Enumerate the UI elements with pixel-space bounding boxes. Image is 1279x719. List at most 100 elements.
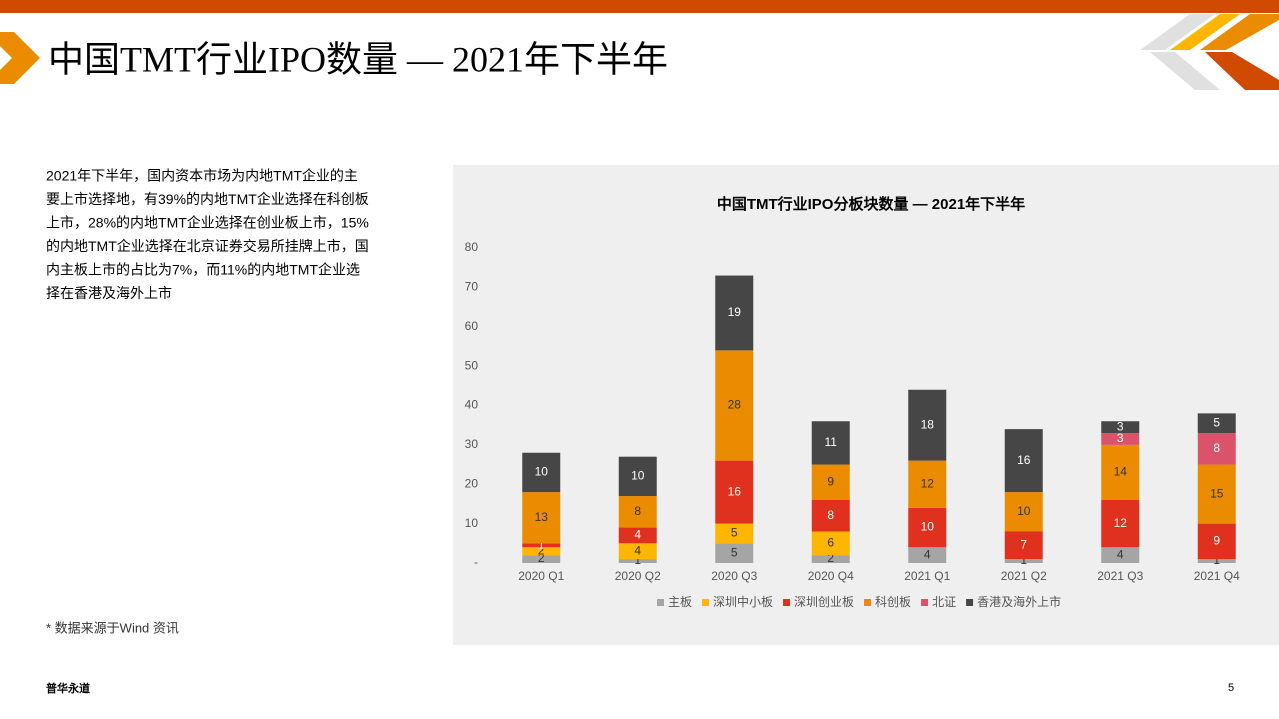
bar-segment bbox=[1197, 433, 1236, 465]
legend-swatch bbox=[966, 599, 974, 606]
body-line: 择在香港及海外上市 bbox=[46, 285, 172, 301]
bar-segment bbox=[1004, 492, 1043, 532]
bar-segment bbox=[811, 421, 850, 465]
legend-swatch bbox=[921, 599, 929, 606]
footnote: * 数据来源于Wind 资讯 bbox=[46, 620, 179, 635]
legend-swatch bbox=[702, 599, 710, 606]
data-label: 2 bbox=[538, 551, 545, 565]
footer-company: 普华永道 bbox=[46, 681, 90, 695]
data-label: 8 bbox=[634, 504, 641, 518]
bar-segment bbox=[908, 460, 947, 508]
slide-title: 中国TMT行业IPO数量 — 2021年下半年 bbox=[48, 39, 668, 79]
chart-panel bbox=[453, 165, 1279, 645]
data-label: 10 bbox=[921, 520, 935, 534]
bar-segment bbox=[1101, 433, 1140, 445]
data-label: 3 bbox=[1117, 419, 1124, 433]
x-tick-label: 2020 Q3 bbox=[711, 569, 757, 583]
data-label: 1 bbox=[634, 553, 641, 567]
data-label: 9 bbox=[827, 474, 834, 488]
bar-segment bbox=[811, 555, 850, 563]
chart-title: 中国TMT行业IPO分板块数量 — 2021年下半年 bbox=[717, 195, 1025, 213]
data-label: 1 bbox=[1020, 553, 1027, 567]
body-line: 要上市选择地，有39%的内地TMT企业选择在科创板 bbox=[46, 191, 369, 207]
bar-segment bbox=[618, 527, 657, 544]
body-line: 内主板上市的占比为7%，而11%的内地TMT企业选 bbox=[46, 262, 360, 278]
data-label: 19 bbox=[728, 305, 742, 319]
bar-segment bbox=[522, 555, 561, 563]
data-label: 10 bbox=[1017, 504, 1031, 518]
bar-segment bbox=[811, 464, 850, 500]
bar-segment bbox=[908, 547, 947, 563]
bar-segment bbox=[908, 507, 947, 548]
bar-segment bbox=[522, 547, 561, 556]
data-label: 4 bbox=[924, 547, 931, 561]
data-label: 2 bbox=[827, 551, 834, 565]
legend-swatch bbox=[783, 599, 791, 606]
y-tick-label: 70 bbox=[465, 280, 479, 294]
x-tick-label: 2021 Q2 bbox=[1001, 569, 1047, 583]
data-label: 14 bbox=[1114, 465, 1128, 479]
legend-swatch bbox=[864, 599, 872, 606]
data-label: 12 bbox=[921, 476, 935, 490]
data-label: 4 bbox=[634, 528, 641, 542]
legend-swatch bbox=[657, 599, 664, 606]
y-tick-label: - bbox=[474, 555, 478, 569]
data-label: 16 bbox=[1017, 453, 1031, 467]
legend-label: 主板 bbox=[668, 595, 692, 609]
data-label: 5 bbox=[731, 545, 738, 559]
bar-segment bbox=[618, 543, 657, 560]
data-label: 5 bbox=[1213, 415, 1220, 429]
data-label: 8 bbox=[1213, 441, 1220, 455]
bar-segment bbox=[1101, 444, 1140, 500]
body-line: 上市，28%的内地TMT企业选择在创业板上市，15% bbox=[46, 215, 369, 231]
deco-right bbox=[1205, 52, 1279, 90]
x-tick-label: 2021 Q4 bbox=[1194, 569, 1240, 583]
legend-label: 科创板 bbox=[875, 595, 911, 609]
bar-segment bbox=[1101, 421, 1140, 434]
data-label: 12 bbox=[1114, 516, 1128, 530]
bar-segment bbox=[811, 500, 850, 532]
bar-segment bbox=[1197, 559, 1236, 563]
bar-segment bbox=[715, 275, 754, 351]
data-label: 5 bbox=[731, 526, 738, 540]
bar-segment bbox=[715, 350, 754, 461]
bar-segment bbox=[1101, 500, 1140, 548]
data-label: 10 bbox=[535, 465, 549, 479]
deco-right bbox=[1150, 52, 1220, 90]
data-label: 7 bbox=[1020, 537, 1027, 551]
bar-segment bbox=[908, 389, 947, 461]
data-label: 15 bbox=[1210, 486, 1224, 500]
data-label: 9 bbox=[1213, 534, 1220, 548]
deco-left bbox=[0, 32, 40, 84]
page-number: 5 bbox=[1228, 682, 1234, 694]
data-label: 18 bbox=[921, 417, 935, 431]
body-line: 的内地TMT企业选择在北京证券交易所挂牌上市，国 bbox=[46, 238, 369, 254]
data-label: 1 bbox=[538, 537, 545, 551]
bar-segment bbox=[522, 492, 561, 544]
bar-segment bbox=[1004, 429, 1043, 493]
data-label: 4 bbox=[1117, 547, 1124, 561]
legend-label: 香港及海外上市 bbox=[977, 594, 1061, 609]
bar-segment bbox=[1197, 413, 1236, 434]
deco-right bbox=[1170, 14, 1240, 50]
data-label: 1 bbox=[1213, 553, 1220, 567]
data-label: 8 bbox=[827, 508, 834, 522]
deco-right bbox=[1140, 14, 1215, 50]
y-tick-label: 80 bbox=[465, 240, 479, 254]
body-line: 2021年下半年，国内资本市场为内地TMT企业的主 bbox=[46, 168, 358, 184]
data-label: 16 bbox=[728, 484, 742, 498]
y-tick-label: 50 bbox=[465, 358, 479, 372]
bar-segment bbox=[1101, 547, 1140, 563]
bar-segment bbox=[1197, 523, 1236, 560]
data-label: 2 bbox=[538, 543, 545, 557]
bar-segment bbox=[618, 456, 657, 497]
x-tick-label: 2020 Q2 bbox=[615, 569, 661, 583]
y-tick-label: 30 bbox=[465, 437, 479, 451]
bar-segment bbox=[715, 460, 754, 524]
bar-segment bbox=[715, 543, 754, 563]
deco-right bbox=[1200, 14, 1279, 50]
top-band bbox=[0, 0, 1279, 13]
bar-segment bbox=[1004, 559, 1043, 563]
x-tick-label: 2020 Q4 bbox=[808, 569, 854, 583]
